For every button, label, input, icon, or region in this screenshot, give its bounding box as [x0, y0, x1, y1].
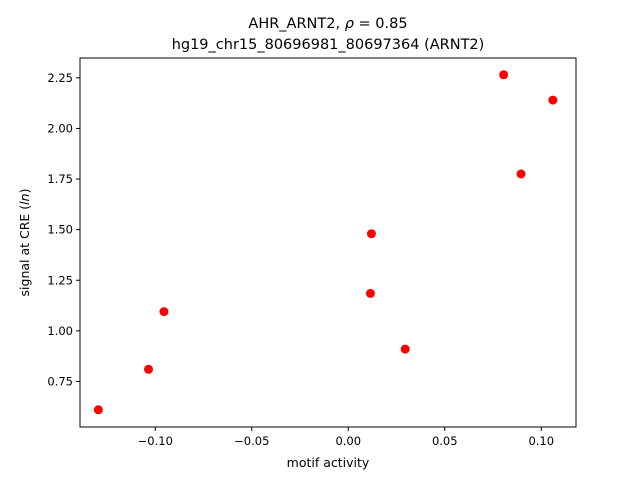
data-point — [400, 344, 410, 354]
y-tick-label: 1.50 — [47, 223, 73, 237]
plot-area: −0.10 −0.05 0.00 0.05 0.10 0.75 1.00 1.25 1.50 1… — [47, 57, 577, 448]
x-tick-label: −0.10 — [138, 434, 173, 448]
y-tick-label: 1.75 — [47, 172, 73, 186]
data-point — [516, 169, 526, 179]
x-tick-label: 0.00 — [335, 434, 361, 448]
data-points — [93, 70, 558, 415]
x-tick-label: −0.05 — [234, 434, 269, 448]
x-axis-label: motif activity — [287, 455, 370, 470]
x-tick-label: 0.10 — [528, 434, 554, 448]
y-tick-label: 1.00 — [47, 324, 73, 338]
y-axis-label: signal at CRE (ln) — [17, 189, 32, 297]
y-tick-label: 0.75 — [47, 374, 73, 388]
x-ticks: −0.10 −0.05 0.00 0.05 0.10 — [138, 427, 554, 448]
y-axis-label-ln: ln — [17, 193, 32, 204]
y-tick-label: 2.00 — [47, 121, 73, 135]
data-point — [144, 364, 154, 374]
x-tick-label: 0.05 — [432, 434, 458, 448]
data-point — [159, 307, 169, 317]
data-point — [366, 229, 376, 239]
axes-frame — [79, 57, 577, 428]
data-point — [93, 405, 103, 415]
rho-symbol: ρ — [345, 16, 355, 32]
chart-title-line2: hg19_chr15_80696981_80697364 (ARNT2) — [172, 37, 485, 53]
data-point — [365, 288, 375, 298]
y-tick-label: 1.25 — [47, 273, 73, 287]
y-tick-label: 2.25 — [47, 71, 73, 85]
data-point — [499, 70, 509, 80]
y-ticks: 0.75 1.00 1.25 1.50 1.75 2.00 2.25 — [47, 71, 80, 388]
chart-title-line1: AHR_ARNT2, ρ = 0.85 — [248, 16, 407, 32]
data-point — [548, 95, 558, 105]
